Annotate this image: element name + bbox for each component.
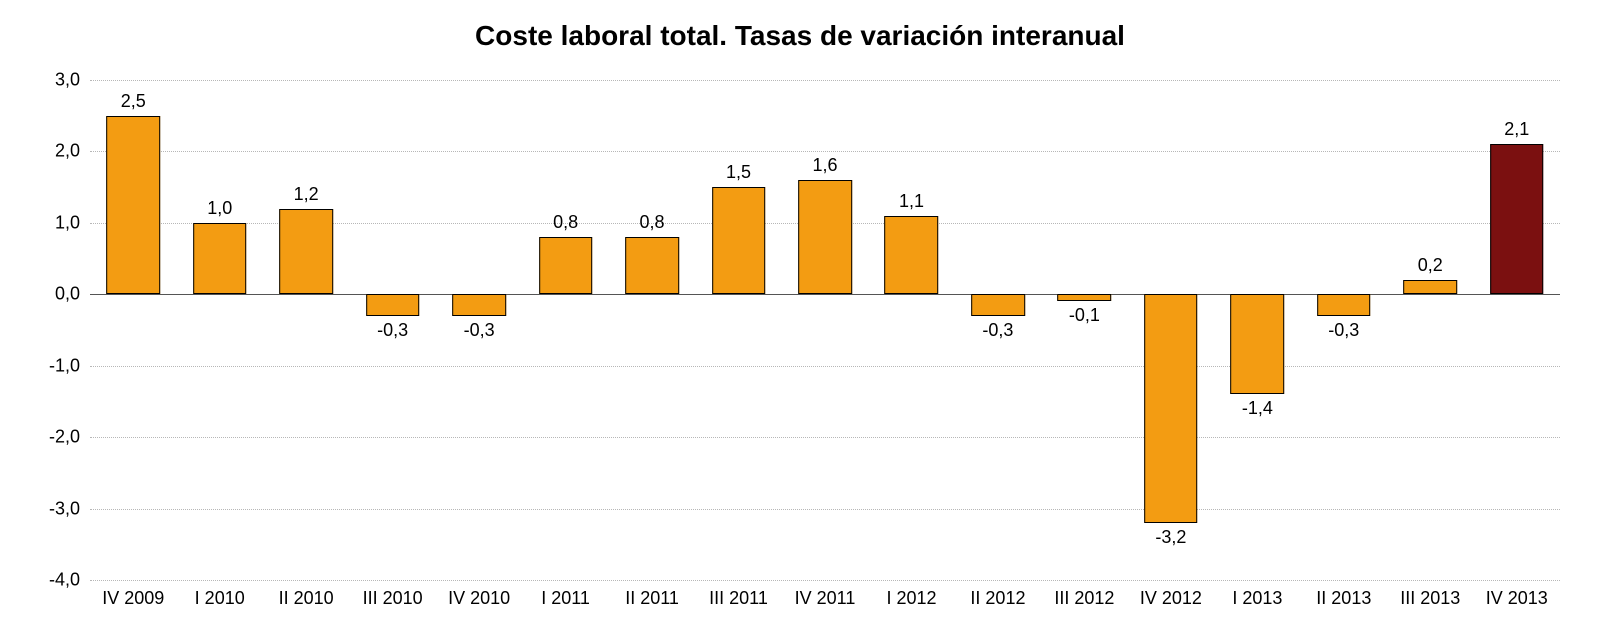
bar <box>452 294 506 315</box>
y-axis-label: 2,0 <box>55 141 80 162</box>
bar-value-label: 2,5 <box>121 91 146 112</box>
x-axis-label: I 2010 <box>195 588 245 609</box>
y-axis-label: -2,0 <box>49 427 80 448</box>
bar <box>1317 294 1371 315</box>
x-axis-label: III 2011 <box>709 588 768 609</box>
bar <box>885 216 939 295</box>
bar <box>193 223 247 294</box>
bar-value-label: 0,8 <box>553 212 578 233</box>
x-axis-label: II 2011 <box>625 588 679 609</box>
y-axis-label: -4,0 <box>49 570 80 591</box>
x-axis-label: I 2011 <box>541 588 590 609</box>
chart-title: Coste laboral total. Tasas de variación … <box>0 20 1600 52</box>
x-axis-label: IV 2009 <box>102 588 164 609</box>
bar-slot: 1,2II 2010 <box>263 80 349 580</box>
bar-value-label: 0,8 <box>640 212 665 233</box>
bar-slot: 1,5III 2011 <box>695 80 781 580</box>
bar-value-label: 2,1 <box>1504 119 1529 140</box>
bar-slot: -0,3II 2013 <box>1301 80 1387 580</box>
bar-slot: 0,8II 2011 <box>609 80 695 580</box>
bar <box>1231 294 1285 394</box>
bar <box>798 180 852 294</box>
bar <box>366 294 420 315</box>
bar-slot: -3,2IV 2012 <box>1128 80 1214 580</box>
bar-value-label: -1,4 <box>1242 398 1273 419</box>
bar-value-label: 1,5 <box>726 162 751 183</box>
x-axis-label: I 2012 <box>886 588 936 609</box>
x-axis-label: IV 2010 <box>448 588 510 609</box>
bar-value-label: -0,3 <box>982 320 1013 341</box>
x-axis-label: IV 2011 <box>795 588 856 609</box>
bar-value-label: 1,2 <box>294 184 319 205</box>
bar <box>625 237 679 294</box>
grid-line <box>90 580 1560 581</box>
x-axis-label: II 2010 <box>279 588 334 609</box>
bar-value-label: 0,2 <box>1418 255 1443 276</box>
bar <box>712 187 766 294</box>
bar-slot: -0,1III 2012 <box>1041 80 1127 580</box>
bar <box>279 209 333 295</box>
bar-slot: 2,1IV 2013 <box>1474 80 1560 580</box>
x-axis-label: III 2012 <box>1054 588 1114 609</box>
y-axis-label: 1,0 <box>55 212 80 233</box>
x-axis-label: II 2013 <box>1316 588 1371 609</box>
bar-value-label: 1,6 <box>812 155 837 176</box>
bar-value-label: -0,3 <box>1328 320 1359 341</box>
x-axis-label: I 2013 <box>1232 588 1282 609</box>
bar-slot: 1,1I 2012 <box>868 80 954 580</box>
bar <box>1058 294 1112 301</box>
y-axis-label: 3,0 <box>55 70 80 91</box>
bar <box>1144 294 1198 523</box>
bar <box>971 294 1025 315</box>
bar <box>1403 280 1457 294</box>
x-axis-label: II 2012 <box>970 588 1025 609</box>
bar-value-label: -0,3 <box>377 320 408 341</box>
x-axis-label: III 2010 <box>363 588 423 609</box>
y-axis-label: -3,0 <box>49 498 80 519</box>
bar-slot: 2,5IV 2009 <box>90 80 176 580</box>
x-axis-label: IV 2012 <box>1140 588 1202 609</box>
bar-slot: -1,4I 2013 <box>1214 80 1300 580</box>
plot-area: -4,0-3,0-2,0-1,00,01,02,03,02,5IV 20091,… <box>90 80 1560 580</box>
bar-slot: 1,6IV 2011 <box>782 80 868 580</box>
bar-slot: -0,3IV 2010 <box>436 80 522 580</box>
chart-container: Coste laboral total. Tasas de variación … <box>0 0 1600 640</box>
bar-slot: 1,0I 2010 <box>176 80 262 580</box>
y-axis-label: -1,0 <box>49 355 80 376</box>
bar <box>106 116 160 295</box>
x-axis-label: III 2013 <box>1400 588 1460 609</box>
bar-slot: -0,3III 2010 <box>349 80 435 580</box>
bar-value-label: 1,1 <box>899 191 924 212</box>
bar-slot: 0,8I 2011 <box>522 80 608 580</box>
bar-value-label: 1,0 <box>207 198 232 219</box>
bar-value-label: -3,2 <box>1155 527 1186 548</box>
bar <box>1490 144 1544 294</box>
x-axis-label: IV 2013 <box>1486 588 1548 609</box>
bar-value-label: -0,1 <box>1069 305 1100 326</box>
bar-slot: -0,3II 2012 <box>955 80 1041 580</box>
bar-slot: 0,2III 2013 <box>1387 80 1473 580</box>
bar <box>539 237 593 294</box>
y-axis-label: 0,0 <box>55 284 80 305</box>
bar-value-label: -0,3 <box>464 320 495 341</box>
